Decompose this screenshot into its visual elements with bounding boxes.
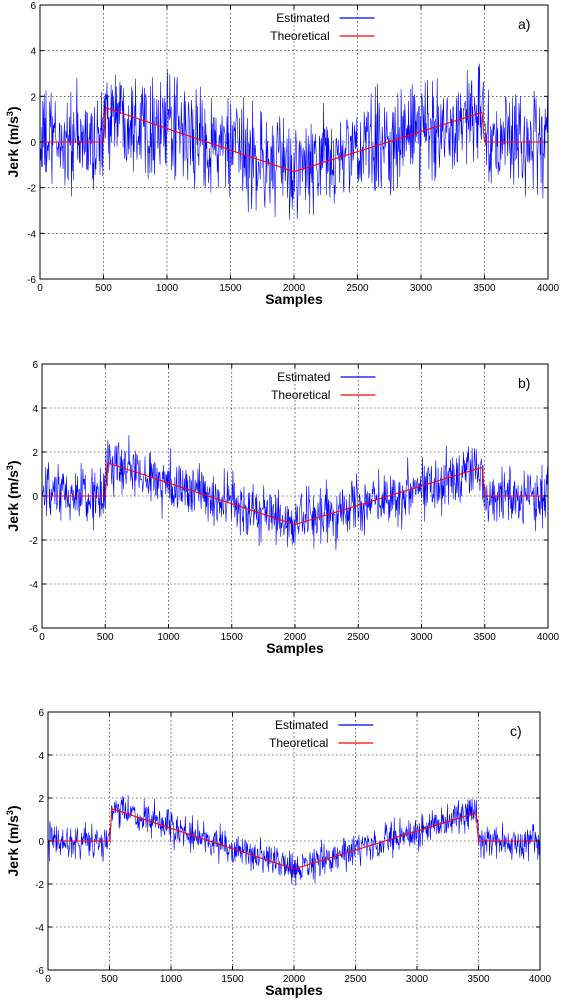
x-tick-label: 1500	[221, 632, 244, 643]
x-axis-title: Samples	[266, 640, 324, 656]
y-tick-label: -6	[35, 966, 44, 977]
legend-label-estimated: Estimated	[275, 718, 328, 732]
y-axis-title: Jerk (m/s3)	[5, 106, 21, 177]
legend-label-theoretical: Theoretical	[269, 736, 328, 750]
series-estimated-line	[39, 63, 549, 220]
x-axis-title: Samples	[265, 982, 323, 998]
x-tick-label: 0	[39, 632, 45, 643]
y-tick-label: 6	[30, 1, 36, 12]
y-tick-label: -2	[27, 184, 36, 195]
y-tick-label: -6	[29, 624, 38, 635]
x-tick-label: 1000	[156, 283, 179, 294]
x-tick-label: 0	[37, 283, 43, 294]
legend-label-theoretical: Theoretical	[271, 388, 330, 402]
legend-label-theoretical: Theoretical	[270, 29, 329, 43]
x-tick-label: 4000	[529, 974, 552, 985]
chart-panel-a: 0 500 1000 1500 2000 2500 3000 3500 4000 -6 -4 -2 0 2…	[5, 1, 560, 307]
y-tick-label: 6	[32, 360, 38, 371]
y-tick-label: 0	[30, 138, 36, 149]
x-tick-label: 2500	[347, 632, 370, 643]
x-tick-label: 2000	[283, 974, 306, 985]
legend-label-estimated: Estimated	[276, 11, 329, 25]
series-estimated-line	[41, 435, 549, 550]
y-tick-label: -4	[35, 923, 44, 934]
panel-label: c)	[510, 723, 522, 739]
x-tick-label: 0	[45, 974, 51, 985]
y-tick-label: -2	[35, 880, 44, 891]
y-tick-label: -4	[29, 580, 38, 591]
series-estimated-line	[47, 795, 541, 886]
y-axis-title: Jerk (m/s3)	[5, 805, 21, 876]
x-tick-label: 2000	[283, 283, 306, 294]
x-tick-label: 1500	[221, 974, 244, 985]
x-tick-label: 1000	[160, 974, 183, 985]
x-tick-label: 3500	[473, 283, 496, 294]
legend-label-estimated: Estimated	[277, 370, 330, 384]
y-tick-label: 6	[38, 708, 44, 719]
x-tick-label: 3500	[474, 632, 497, 643]
x-tick-label: 500	[97, 632, 114, 643]
x-tick-label: 500	[101, 974, 118, 985]
chart-panel-c: 0 500 1000 1500 2000 2500 3000 3500 4000 -6 -4 -2 0 2…	[5, 708, 552, 998]
y-tick-label: -6	[27, 275, 36, 286]
y-tick-label: 0	[38, 837, 44, 848]
x-tick-label: 2000	[284, 632, 307, 643]
y-tick-label: 4	[32, 404, 38, 415]
x-tick-label: 3500	[467, 974, 490, 985]
x-tick-label: 3000	[406, 974, 429, 985]
y-tick-label: -4	[27, 229, 36, 240]
chart-panel-b: 0 500 1000 1500 2000 2500 3000 3500 4000 -6 -4 -2 0 2…	[5, 360, 560, 656]
y-tick-label: -2	[29, 536, 38, 547]
x-tick-label: 1000	[157, 632, 180, 643]
x-axis-title: Samples	[265, 291, 323, 307]
x-tick-label: 2500	[346, 283, 369, 294]
y-tick-label: 0	[32, 492, 38, 503]
panel-label: b)	[518, 375, 530, 391]
x-tick-label: 4000	[537, 632, 560, 643]
panel-label: a)	[518, 16, 530, 32]
x-tick-label: 4000	[537, 283, 560, 294]
y-tick-label: 2	[32, 448, 38, 459]
y-tick-label: 4	[30, 47, 36, 58]
x-tick-label: 3000	[410, 283, 433, 294]
x-tick-label: 3000	[410, 632, 433, 643]
y-tick-label: 4	[38, 751, 44, 762]
x-tick-label: 1500	[219, 283, 242, 294]
y-tick-label: 2	[38, 794, 44, 805]
x-tick-label: 500	[95, 283, 112, 294]
x-tick-label: 2500	[344, 974, 367, 985]
y-axis-title: Jerk (m/s3)	[5, 460, 21, 531]
y-tick-label: 2	[30, 92, 36, 103]
